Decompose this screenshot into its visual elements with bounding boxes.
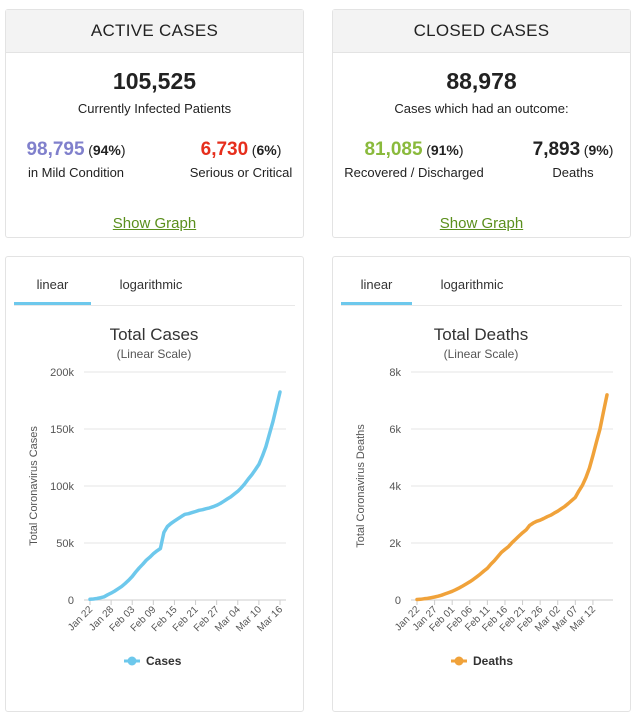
legend-marker bbox=[127, 656, 137, 666]
mild-label: in Mild Condition bbox=[27, 165, 125, 180]
active-total-label: Currently Infected Patients bbox=[77, 101, 232, 116]
closed-total: 88,978 bbox=[446, 68, 517, 94]
mild-value: 98,795 bbox=[26, 139, 85, 160]
deaths-scale-tabs: linear logarithmic bbox=[341, 269, 622, 306]
y-tick-label: 4k bbox=[389, 481, 401, 493]
y-tick-label: 8k bbox=[389, 367, 401, 379]
cases-scale-tabs: linear logarithmic bbox=[14, 269, 295, 306]
deaths-label: Deaths bbox=[552, 165, 594, 180]
tab-logarithmic[interactable]: logarithmic bbox=[119, 277, 183, 292]
serious-label: Serious or Critical bbox=[189, 165, 293, 180]
closed-total-label: Cases which had an outcome: bbox=[394, 101, 569, 116]
recovered-pct: 91% bbox=[430, 142, 459, 158]
cases-line-chart: Total Cases (Linear Scale) 0 50k 100k 150k 200… bbox=[28, 325, 286, 668]
series-line bbox=[88, 390, 282, 602]
recovered-label: Recovered / Discharged bbox=[344, 165, 484, 180]
closed-cases-panel: CLOSED CASES 88,978 Cases which had an o… bbox=[332, 9, 631, 238]
legend-label: Cases bbox=[146, 654, 182, 668]
active-total: 105,525 bbox=[112, 68, 197, 94]
y-tick-label: 100k bbox=[50, 481, 74, 493]
y-tick-label: 150k bbox=[50, 424, 74, 436]
legend-marker bbox=[454, 656, 464, 666]
serious-stat: 6,730 (6%) Serious or Critical bbox=[186, 139, 296, 180]
deaths-pct: 9% bbox=[588, 142, 609, 158]
y-tick-label: 2k bbox=[389, 538, 401, 550]
chart-subtitle: (Linear Scale) bbox=[117, 347, 192, 361]
recovered-stat: 81,085 (91%) Recovered / Discharged bbox=[339, 139, 489, 180]
tab-linear[interactable]: linear bbox=[14, 269, 91, 305]
legend-label: Deaths bbox=[473, 654, 513, 668]
mild-stat: 98,795 (94%) in Mild Condition bbox=[16, 139, 136, 180]
tab-logarithmic[interactable]: logarithmic bbox=[440, 277, 504, 292]
deaths-chart-panel: linear logarithmic Total Deaths (Linear S… bbox=[332, 256, 631, 712]
cases-chart-panel: linear logarithmic Total Cases (Linear Sc… bbox=[5, 256, 304, 712]
tab-linear[interactable]: linear bbox=[341, 269, 412, 305]
y-tick-label: 6k bbox=[389, 424, 401, 436]
closed-show-graph-link[interactable]: Show Graph bbox=[439, 215, 524, 232]
deaths-stat: 7,893 (9%) Deaths bbox=[523, 139, 623, 180]
y-tick-label: 200k bbox=[50, 367, 74, 379]
chart-title: Total Deaths bbox=[434, 325, 529, 344]
deaths-value: 7,893 bbox=[532, 139, 581, 160]
active-cases-title: ACTIVE CASES bbox=[6, 10, 303, 53]
serious-value: 6,730 bbox=[200, 139, 249, 160]
recovered-value: 81,085 bbox=[364, 139, 423, 160]
chart-title: Total Cases bbox=[110, 325, 199, 344]
deaths-line-chart: Total Deaths (Linear Scale) 0 2k 4k 6k 8k Total… bbox=[355, 325, 613, 668]
y-axis-label: Total Coronavirus Deaths bbox=[355, 424, 367, 548]
serious-pct: 6% bbox=[256, 142, 277, 158]
series-line bbox=[415, 393, 609, 602]
y-axis-label: Total Coronavirus Cases bbox=[28, 426, 40, 546]
active-cases-panel: ACTIVE CASES 105,525 Currently Infected … bbox=[5, 9, 304, 238]
y-tick-label: 0 bbox=[68, 595, 74, 607]
chart-subtitle: (Linear Scale) bbox=[444, 347, 519, 361]
y-tick-label: 0 bbox=[395, 595, 401, 607]
closed-cases-title: CLOSED CASES bbox=[333, 10, 630, 53]
active-show-graph-link[interactable]: Show Graph bbox=[112, 215, 197, 232]
y-tick-label: 50k bbox=[56, 538, 74, 550]
mild-pct: 94% bbox=[92, 142, 121, 158]
